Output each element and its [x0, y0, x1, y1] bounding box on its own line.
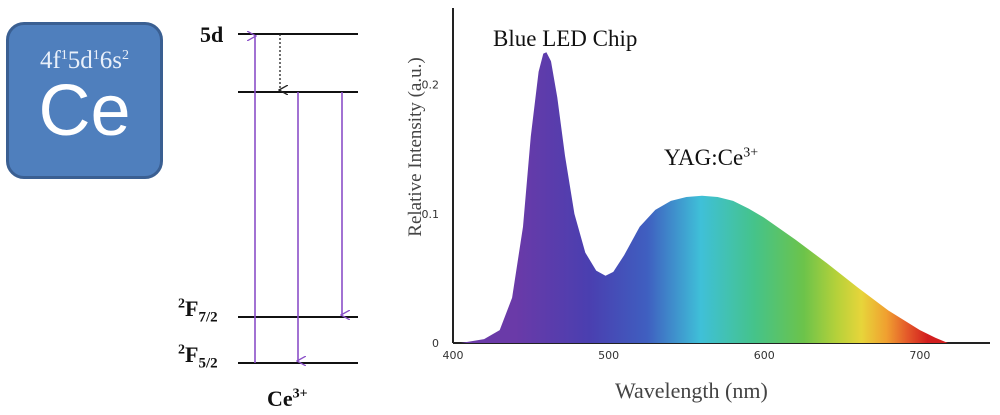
x-tick-label: 700 [909, 349, 930, 362]
element-symbol: Ce [38, 71, 131, 151]
annotation-yag: YAG:Ce3+ [664, 145, 759, 170]
x-tick-label: 500 [598, 349, 619, 362]
ylabel: Relative Intensity (a.u.) [405, 57, 426, 237]
cerium-element-tile: 4f15d16s2 Ce [6, 22, 163, 179]
energy-level-lines [238, 20, 358, 415]
spectrum-marks [460, 52, 948, 344]
energy-level-diagram: 5d 2F7/2 2F5/2 Ce3+ [170, 20, 370, 415]
electron-configuration: 4f15d16s2 [39, 47, 130, 74]
level-label-5d: 5d [200, 22, 224, 47]
level-label-2f52: 2F5/2 [178, 342, 218, 372]
spectrum-area [460, 52, 948, 344]
ion-label: Ce3+ [267, 386, 308, 411]
x-tick-label: 400 [443, 349, 464, 362]
y-tick-label: 0.2 [422, 79, 440, 92]
xlabel: Wavelength (nm) [615, 378, 768, 403]
y-tick-label: 0.1 [422, 208, 440, 221]
level-label-2f72: 2F7/2 [178, 296, 218, 326]
y-tick-label: 0 [432, 337, 439, 350]
emission-spectrum: 400 500 600 700 0 0.1 0.2 Relative Intensity (… [390, 0, 1000, 415]
x-tick-label: 600 [754, 349, 775, 362]
annotation-blue-led: Blue LED Chip [493, 26, 638, 51]
spectrum-plot: 400 500 600 700 0 0.1 0.2 [422, 8, 990, 362]
